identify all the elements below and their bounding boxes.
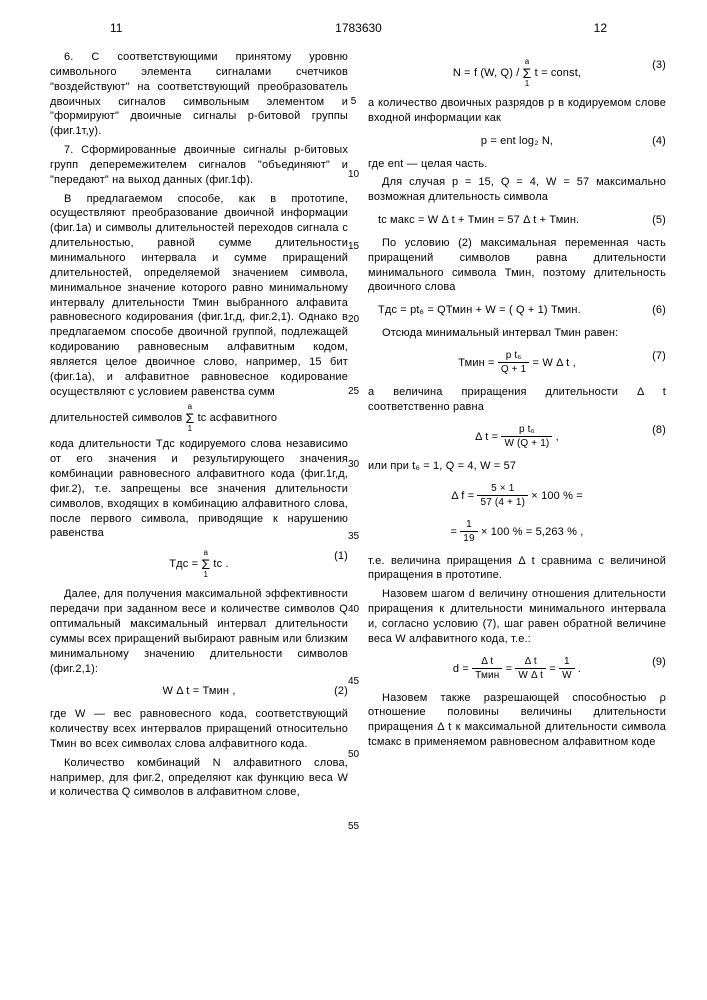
eq-text: × 100 % = <box>531 489 583 501</box>
eq-number: (8) <box>652 423 666 438</box>
fraction: 119 <box>460 518 477 546</box>
equation-9a: Δ f = 5 × 157 (4 + 1) × 100 % = <box>368 482 666 510</box>
eq-text: = <box>549 662 559 674</box>
para: Далее, для получения максимальной эффект… <box>50 587 348 676</box>
para: По условию (2) максимальная переменная ч… <box>368 236 666 295</box>
document-number: 1783630 <box>335 20 382 36</box>
eq-number: (3) <box>652 58 666 73</box>
para: В предлагаемом способе, как в прототипе,… <box>50 192 348 400</box>
page-number-right: 12 <box>594 20 607 36</box>
para: длительностей символов aΣ1 tс асфавитног… <box>50 403 348 433</box>
para: Количество комбинаций N алфавитного слов… <box>50 756 348 801</box>
sigma-icon: aΣ1 <box>186 403 195 433</box>
para: Для случая р = 15, Q = 4, W = 57 максима… <box>368 175 666 205</box>
eq-text: Δ t = <box>475 431 501 443</box>
para: Отсюда минимальный интервал Тмин равен: <box>368 326 666 341</box>
equation-9b: = 119 × 100 % = 5,263 % , <box>368 518 666 546</box>
para: Назовем также разрешающей способностью ρ… <box>368 691 666 750</box>
eq-number: (2) <box>334 684 348 699</box>
eq-text: N = f (W, Q) / <box>453 67 523 79</box>
line-num: 20 <box>344 313 364 327</box>
line-num: 5 <box>344 95 364 109</box>
fraction: p t₆Q + 1 <box>498 349 530 377</box>
para: а количество двоичных разрядов р в кодир… <box>368 96 666 126</box>
eq-text: , <box>556 431 559 443</box>
equation-4: p = ent log₂ N, (4) <box>368 134 666 149</box>
page-number-left: 11 <box>110 20 122 36</box>
eq-number: (4) <box>652 134 666 149</box>
sigma-icon: aΣ1 <box>523 58 532 88</box>
text: tс асфавитного <box>198 412 278 424</box>
page: 11 1783630 12 5 10 15 20 25 30 35 40 45 … <box>0 0 707 1000</box>
para: а величина приращения длительности Δ t с… <box>368 385 666 415</box>
line-num: 55 <box>344 820 364 834</box>
equation-3: N = f (W, Q) / aΣ1 t = const, (3) <box>368 58 666 88</box>
eq-text: × 100 % = 5,263 % , <box>481 525 584 537</box>
left-column: 6. С соответствующими принятому уровню с… <box>50 50 348 804</box>
line-numbers: 5 10 15 20 25 30 35 40 45 50 55 <box>344 55 364 834</box>
fraction: Δ tТмин <box>472 655 502 683</box>
eq-text: Δ f = <box>451 489 477 501</box>
fraction: Δ tW Δ t <box>515 655 546 683</box>
eq-text: = W Δ t , <box>533 357 576 369</box>
eq-number: (5) <box>652 213 666 228</box>
para: 7. Сформированные двоичные сигналы р-бит… <box>50 143 348 188</box>
para: Назовем шагом d величину отношения длите… <box>368 587 666 646</box>
eq-text: d = <box>453 662 472 674</box>
line-num: 10 <box>344 168 364 182</box>
fraction: p t₆W (Q + 1) <box>501 423 552 451</box>
eq-text: Тдс = <box>169 558 201 570</box>
eq-number: (6) <box>652 303 666 318</box>
sigma-icon: aΣ1 <box>201 549 210 579</box>
line-num: 35 <box>344 530 364 544</box>
line-num: 50 <box>344 748 364 762</box>
fraction: 1W <box>559 655 575 683</box>
eq-text: . <box>578 662 581 674</box>
para: т.е. величина приращения Δ t сравнима с … <box>368 554 666 584</box>
para: где ent — целая часть. <box>368 157 666 172</box>
eq-text: t = const, <box>535 67 581 79</box>
equation-8: Δ t = p t₆W (Q + 1) , (8) <box>368 423 666 451</box>
equation-1: Тдс = aΣ1 tс . (1) <box>50 549 348 579</box>
line-num: 30 <box>344 458 364 472</box>
eq-text: = <box>451 525 461 537</box>
eq-text: tс . <box>213 558 228 570</box>
eq-text: tс макс = W Δ t + Тмин = 57 Δ t + Тмин. <box>378 214 579 226</box>
eq-number: (1) <box>334 549 348 564</box>
eq-text: Тдс = pt₆ = QТмин + W = ( Q + 1) Тмин. <box>378 304 581 316</box>
equation-7: Тмин = p t₆Q + 1 = W Δ t , (7) <box>368 349 666 377</box>
right-column: N = f (W, Q) / aΣ1 t = const, (3) а коли… <box>368 50 666 804</box>
equation-10: d = Δ tТмин = Δ tW Δ t = 1W . (9) <box>368 655 666 683</box>
line-num: 15 <box>344 240 364 254</box>
eq-text: W Δ t = Тмин , <box>162 685 235 697</box>
eq-number: (7) <box>652 349 666 364</box>
eq-text: Тмин = <box>458 357 498 369</box>
equation-5: tс макс = W Δ t + Тмин = 57 Δ t + Тмин. … <box>378 213 666 228</box>
line-num: 25 <box>344 385 364 399</box>
eq-text: p = ent log₂ N, <box>481 135 553 147</box>
para: 6. С соответствующими принятому уровню с… <box>50 50 348 139</box>
fraction: 5 × 157 (4 + 1) <box>477 482 528 510</box>
eq-number: (9) <box>652 655 666 670</box>
para: кода длительности Тдс кодируемого слова … <box>50 437 348 541</box>
line-num: 40 <box>344 603 364 617</box>
para: или при t₆ = 1, Q = 4, W = 57 <box>368 459 666 474</box>
text: длительностей символов <box>50 412 186 424</box>
para: где W — вес равновесного кода, соответст… <box>50 707 348 752</box>
equation-6: Тдс = pt₆ = QТмин + W = ( Q + 1) Тмин. (… <box>378 303 666 318</box>
page-header: 11 1783630 12 <box>50 20 667 40</box>
eq-text: = <box>506 662 516 674</box>
equation-2: W Δ t = Тмин , (2) <box>50 684 348 699</box>
